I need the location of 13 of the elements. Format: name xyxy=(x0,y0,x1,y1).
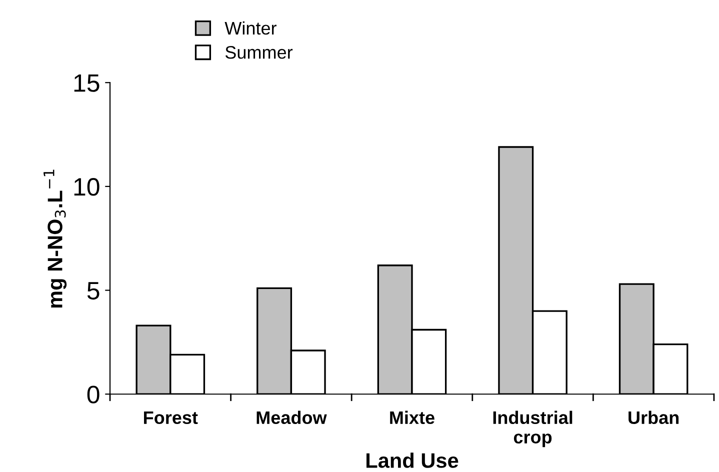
legend-label: Summer xyxy=(225,46,293,59)
x-tick-label: Forest xyxy=(144,411,198,424)
y-tick-label: 10 xyxy=(74,178,100,196)
x-tick-label: Meadow xyxy=(256,410,327,424)
y-tick-label: 15 xyxy=(74,74,100,92)
y-axis-title: mg N-NO$_{3}$.L$^{−1}$ xyxy=(44,170,67,308)
x-tick-label: Urban xyxy=(628,410,679,424)
x-tick-label: Mixte xyxy=(390,410,434,424)
y-tick-label: 0 xyxy=(87,386,100,404)
x-axis-title: Land Use xyxy=(366,452,458,468)
x-tick-label: Industrial crop xyxy=(493,410,572,448)
legend-label: Winter xyxy=(224,21,276,35)
y-tick-label: 5 xyxy=(87,282,100,300)
